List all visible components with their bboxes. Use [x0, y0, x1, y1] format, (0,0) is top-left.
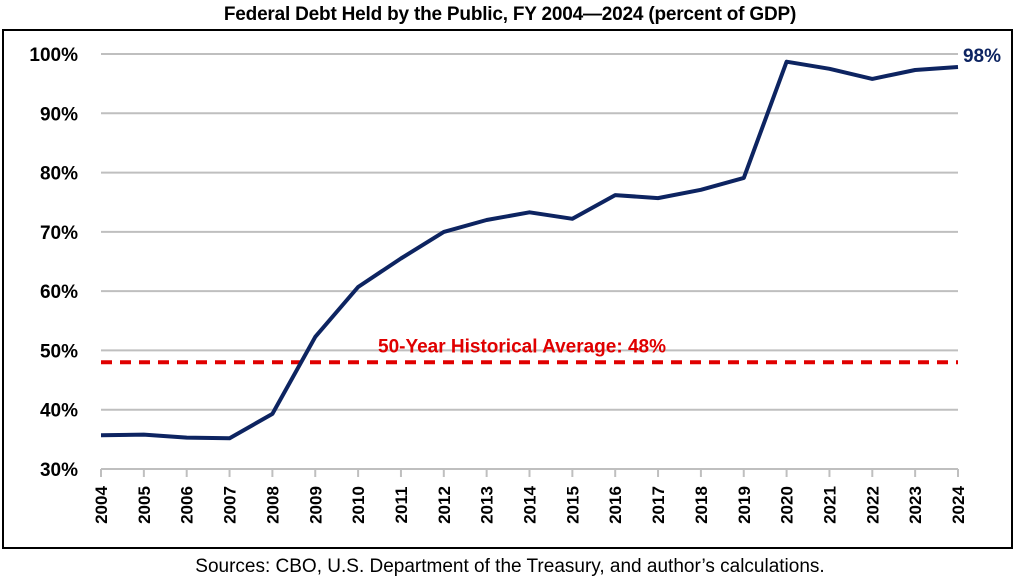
- x-tick-label: 2015: [563, 486, 582, 524]
- y-axis-ticks: 30% 40% 50% 60% 70% 80% 90% 100%: [29, 45, 78, 481]
- x-tick-label: 2019: [735, 486, 754, 524]
- y-tick-label: 80%: [40, 164, 78, 185]
- chart-title: Federal Debt Held by the Public, FY 2004…: [223, 4, 797, 25]
- x-tick-label: 2016: [606, 486, 625, 524]
- end-value-label: 98%: [963, 46, 1001, 67]
- x-tick-label: 2021: [820, 486, 839, 524]
- x-tick-label: 2006: [178, 486, 197, 524]
- x-tick-label: 2024: [949, 486, 968, 524]
- x-tick-label: 2012: [435, 486, 454, 524]
- annotations: 50-Year Historical Average: 48% 98%: [378, 46, 1001, 357]
- x-tick-label: 2009: [306, 486, 325, 524]
- y-tick-label: 60%: [40, 282, 78, 303]
- x-tick-label: 2005: [135, 486, 154, 524]
- x-tick-label: 2004: [92, 486, 111, 524]
- x-tick-label: 2017: [649, 486, 668, 524]
- source-note: Sources: CBO, U.S. Department of the Tre…: [195, 556, 825, 577]
- y-tick-label: 40%: [40, 401, 78, 422]
- y-tick-label: 30%: [40, 460, 78, 481]
- x-axis: 2004 2005 2006 2007 2008 2009 2010 2011 2012 2013…: [92, 468, 968, 524]
- x-tick-label: 2014: [521, 486, 540, 524]
- y-tick-label: 100%: [29, 45, 78, 66]
- y-tick-label: 50%: [40, 341, 78, 362]
- x-tick-label: 2018: [692, 486, 711, 524]
- x-tick-label: 2020: [778, 486, 797, 524]
- x-tick-label: 2013: [478, 486, 497, 524]
- x-tick-label: 2008: [263, 486, 282, 524]
- average-label: 50-Year Historical Average: 48%: [378, 336, 666, 357]
- series-group: [100, 59, 959, 441]
- x-tick-label: 2022: [863, 486, 882, 524]
- gridlines: [101, 53, 958, 411]
- chart-frame: [2, 29, 1013, 549]
- x-tick-label: 2010: [349, 486, 368, 524]
- y-tick-label: 70%: [40, 223, 78, 244]
- x-tick-label: 2007: [221, 486, 240, 524]
- y-tick-label: 90%: [40, 104, 78, 125]
- x-tick-label: 2023: [906, 486, 925, 524]
- x-tick-label: 2011: [392, 487, 411, 524]
- debt-series-line: [100, 59, 959, 441]
